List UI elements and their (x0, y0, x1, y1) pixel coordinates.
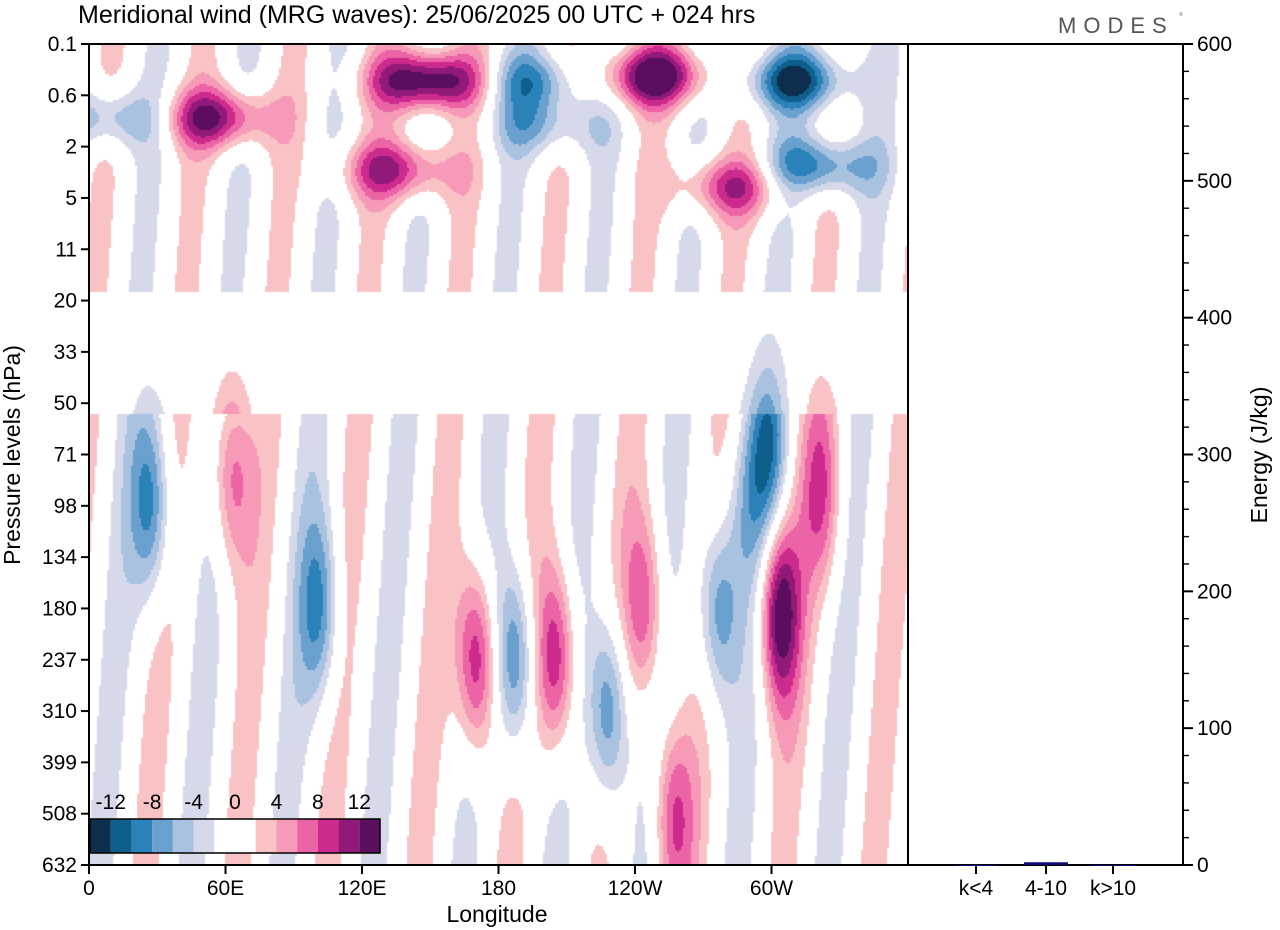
x-tick-label: 180 (481, 877, 516, 900)
energy-bar (1024, 862, 1068, 865)
y-tick-label: 33 (54, 341, 77, 364)
energy-tick-label: 400 (1197, 307, 1232, 330)
energy-axis-ticks: 0 100 200 300 400 500 600 (1183, 33, 1232, 877)
x-tick-label: 120W (608, 877, 663, 900)
y-tick-label: 310 (42, 700, 77, 723)
colorbar-swatch (90, 819, 111, 853)
colorbar-swatch (359, 819, 380, 853)
colorbar-frame (89, 818, 381, 854)
energy-category-label: 4-10 (1025, 877, 1067, 900)
y-tick-label: 71 (54, 444, 77, 467)
energy-tick-label: 500 (1197, 170, 1232, 193)
colorbar-swatch (131, 819, 153, 853)
y-tick-label: 632 (42, 854, 77, 877)
y-tick-label: 50 (54, 392, 77, 415)
y-tick-label: 0.1 (48, 33, 77, 56)
colorbar-swatch (235, 819, 256, 853)
colorbar-swatch (214, 819, 235, 853)
colorbar-swatch (317, 819, 339, 853)
y-tick-label: 508 (42, 803, 77, 826)
modes-logo: MODES ° (1058, 12, 1183, 38)
energy-tick-label: 300 (1197, 444, 1232, 467)
energy-tick-label: 0 (1197, 854, 1209, 877)
y-tick-label: 11 (55, 238, 77, 261)
y-tick-label: 2 (65, 136, 77, 159)
x-tick-label: 0 (83, 877, 95, 900)
y-tick-label: 5 (65, 187, 77, 210)
colorbar-label: -4 (184, 791, 203, 814)
energy-category-label: k>10 (1090, 877, 1136, 900)
x-tick-label: 60E (207, 877, 244, 900)
colorbar-label: -12 (96, 791, 126, 814)
contour-field-image (89, 44, 908, 865)
brand-mark: ° (1179, 12, 1183, 23)
brand-text: MODES (1058, 13, 1174, 38)
y-tick-label: 0.6 (48, 84, 77, 107)
colorbar-label: 4 (271, 791, 283, 814)
colorbar-label: 8 (312, 791, 324, 814)
y-tick-label: 98 (54, 495, 77, 518)
x-axis-ticks: 0 60E 120E 180 120W 60W (83, 865, 793, 900)
energy-panel-frame (907, 43, 1184, 866)
colorbar-label: 0 (229, 791, 241, 814)
colorbar-label: 12 (348, 791, 371, 814)
chart-title: Meridional wind (MRG waves): 25/06/2025 … (78, 1, 755, 29)
y-tick-label: 20 (54, 290, 77, 313)
energy-tick-label: 600 (1197, 33, 1232, 56)
y-axis-ticks: 0.1 0.6 2 5 11 20 33 50 71 98 134 180 237 310 399 508 63… (42, 33, 89, 877)
y-axis-label: Pressure levels (hPa) (0, 345, 25, 565)
colorbar-swatch (338, 819, 360, 853)
energy-tick-label: 100 (1197, 717, 1232, 740)
colorbar-swatch (297, 819, 318, 853)
colorbar-swatch (172, 819, 194, 853)
energy-category-label: k<4 (959, 877, 994, 900)
y-tick-label: 399 (42, 751, 77, 774)
x-tick-label: 120E (337, 877, 386, 900)
colorbar-label: -8 (143, 791, 162, 814)
y-tick-label: 134 (42, 546, 77, 569)
y-tick-label: 237 (42, 649, 77, 672)
wind-field (89, 44, 908, 865)
x-axis-label: Longitude (446, 901, 547, 927)
energy-axis-label: Energy (J/kg) (1246, 387, 1272, 524)
colorbar: -12 -8 -4 0 4 8 12 (89, 791, 381, 854)
colorbar-swatch (193, 819, 215, 853)
colorbar-swatch (255, 819, 277, 853)
colorbar-swatch (110, 819, 132, 853)
y-tick-label: 180 (42, 597, 77, 620)
x-tick-label: 60W (750, 877, 793, 900)
colorbar-swatch (276, 819, 298, 853)
energy-category-ticks: k<4 4-10 k>10 (959, 865, 1136, 900)
energy-tick-label: 200 (1197, 580, 1232, 603)
colorbar-swatch (152, 819, 173, 853)
